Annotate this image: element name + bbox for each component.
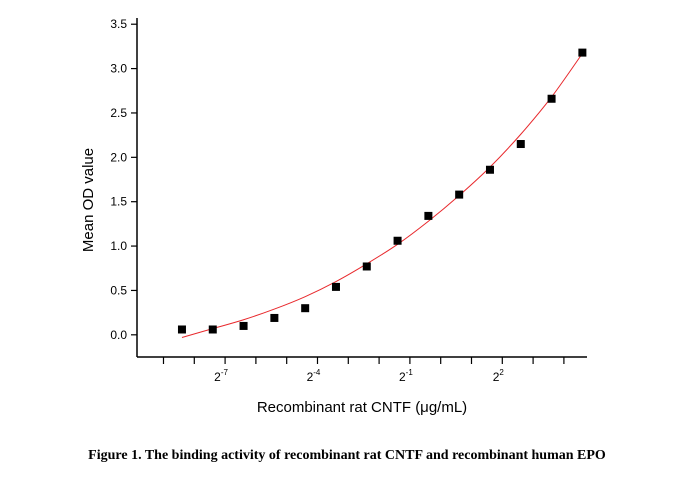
data-point — [516, 140, 525, 149]
data-point — [177, 325, 186, 334]
figure-caption: Figure 1. The binding activity of recomb… — [88, 448, 606, 463]
y-tick-label: 2.5 — [110, 106, 127, 120]
data-point — [393, 236, 402, 245]
data-point — [270, 313, 279, 322]
data-point — [424, 211, 433, 220]
y-tick-label: 2.0 — [110, 150, 127, 164]
y-axis-label: Mean OD value — [80, 148, 97, 252]
x-tick-label: 2-4 — [307, 368, 321, 384]
data-point — [485, 165, 494, 174]
fit-curve — [181, 53, 583, 338]
data-points — [177, 48, 587, 334]
data-point — [455, 190, 464, 199]
x-tick-label: 22 — [493, 368, 505, 384]
data-point — [547, 94, 556, 103]
y-tick-label: 0.0 — [110, 328, 127, 342]
y-tick-label: 0.5 — [110, 283, 127, 297]
data-point — [208, 325, 217, 334]
x-axis-label: Recombinant rat CNTF (μg/mL) — [257, 399, 467, 416]
x-tick-label: 2-7 — [214, 368, 228, 384]
axes: 0.0 0.5 1.0 1.5 2.0 2.5 3.0 3.5 2-7 2-4 2-1 22 — [110, 17, 587, 384]
x-tick-label: 2-1 — [399, 368, 413, 384]
y-tick-label: 1.0 — [110, 239, 127, 253]
data-point — [331, 282, 340, 291]
y-tick-label: 3.0 — [110, 62, 127, 76]
data-point — [362, 262, 371, 271]
y-tick-label: 3.5 — [110, 17, 127, 31]
data-point — [578, 48, 587, 57]
data-point — [301, 304, 310, 313]
fit-curve-group — [181, 53, 583, 338]
y-tick-label: 1.5 — [110, 195, 127, 209]
data-point — [239, 321, 248, 330]
